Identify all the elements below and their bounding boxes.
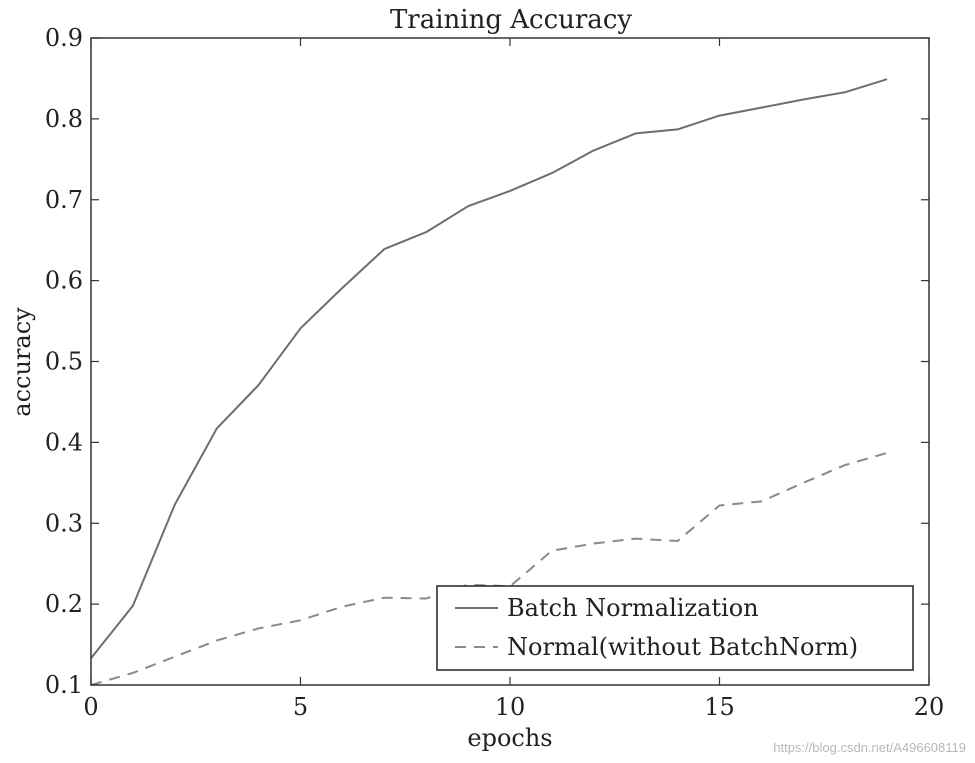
y-tick-label: 0.3 (45, 509, 83, 537)
y-tick-label: 0.2 (45, 590, 83, 618)
legend-box (436, 585, 914, 671)
y-tick-label: 0.9 (45, 24, 83, 52)
chart-title: Training Accuracy (390, 5, 632, 35)
y-tick-label: 0.1 (45, 671, 83, 699)
y-tick-label: 0.7 (45, 186, 83, 214)
axis-ticks: 0 5 10 15 20 0.1 0.2 0.3 0.4 0.5 0.6 0.7 0.8 0.9 (45, 24, 944, 721)
series-line-normal-without-batchnorm (90, 451, 888, 686)
series-lines (90, 78, 888, 686)
x-tick-label: 10 (495, 693, 526, 721)
x-tick-label: 15 (704, 693, 735, 721)
x-tick-label: 5 (293, 693, 308, 721)
y-tick-label: 0.8 (45, 105, 83, 133)
y-tick-label: 0.6 (45, 267, 83, 295)
legend: Batch Normalization Normal(without Batch… (436, 585, 914, 671)
legend-label-batch-normalization: Batch Normalization (507, 594, 759, 622)
y-tick-label: 0.5 (45, 348, 83, 376)
x-tick-label: 20 (914, 693, 945, 721)
series-line-batch-normalization (90, 78, 888, 659)
x-axis-label: epochs (467, 724, 552, 752)
y-tick-label: 0.4 (45, 428, 83, 456)
watermark-text: https://blog.csdn.net/A496608119 (773, 740, 966, 755)
y-axis-label: accuracy (8, 307, 36, 417)
x-tick-label: 0 (83, 693, 98, 721)
legend-label-normal-without-batchnorm: Normal(without BatchNorm) (507, 633, 858, 661)
